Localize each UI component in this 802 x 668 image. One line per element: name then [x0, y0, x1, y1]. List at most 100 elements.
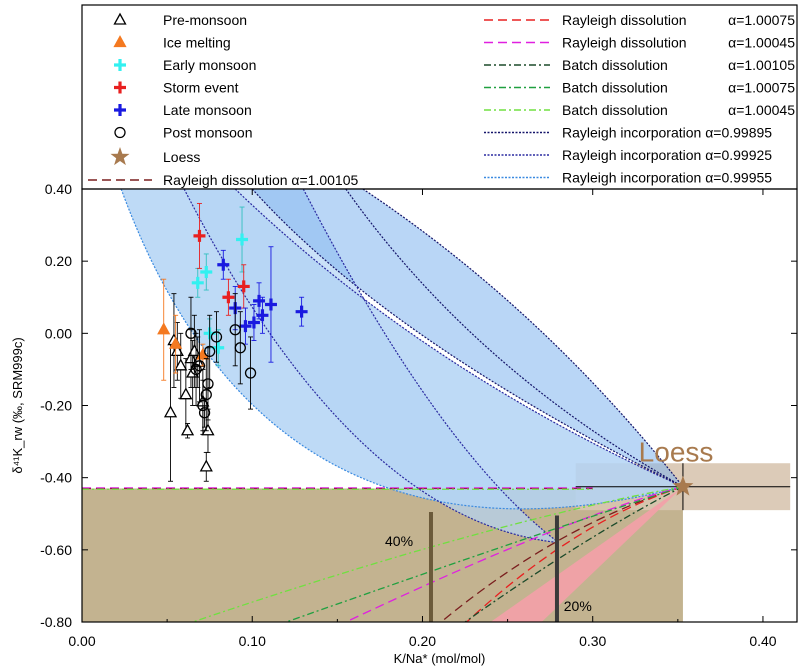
- legend-line-label-1: Rayleigh dissolution: [562, 35, 687, 51]
- data-point: [247, 316, 260, 329]
- data-point: [217, 258, 230, 271]
- data-point: [163, 405, 178, 418]
- data-point: [198, 407, 211, 419]
- data-point: [193, 229, 206, 242]
- data-point: [187, 344, 201, 357]
- series-post-monsoon: [185, 293, 257, 432]
- y-tick-label: -0.60: [40, 542, 72, 558]
- rayleigh-diss-1.00045: [345, 486, 684, 622]
- incorporation-curve-1: [120, 189, 684, 510]
- data-point: [204, 345, 216, 358]
- data-point: [256, 309, 269, 322]
- data-point: [264, 298, 277, 311]
- batch-diss-1.00045: [192, 486, 684, 622]
- y-axis-title: δ⁴¹K_rw (‰, SRM999c): [10, 337, 25, 473]
- data-point: [200, 265, 213, 278]
- series-storm-event: [193, 202, 250, 316]
- data-point: [190, 363, 202, 376]
- incorporation-curve-7: [345, 189, 684, 488]
- annotation-20pct: 20%: [564, 598, 592, 614]
- legend-marker-1: [113, 35, 127, 48]
- legend-frame: [81, 4, 798, 190]
- incorporation-curve-4: [251, 189, 684, 488]
- legend-marker-2: [114, 59, 126, 71]
- data-point: [253, 294, 266, 307]
- y-tick-label: -0.40: [40, 470, 72, 486]
- series-pre-monsoon: [163, 293, 215, 482]
- legend-marker-6: [110, 147, 130, 166]
- incorporation-curve-5: [302, 189, 560, 544]
- batch-diss-1.00105: [464, 486, 684, 622]
- legend-label-2: Early monsoon: [163, 57, 256, 73]
- legend-line-label-3: Batch dissolution: [562, 80, 668, 96]
- data-point: [210, 331, 223, 343]
- legend-marker-3: [114, 81, 126, 94]
- legend-label-3: Storm event: [163, 80, 239, 96]
- x-tick-label: 0.10: [239, 633, 266, 649]
- annotation-loess: Loess: [639, 436, 714, 467]
- data-point: [237, 280, 250, 293]
- data-point: [200, 389, 212, 401]
- plot-content: 40% 20% Loess: [82, 189, 791, 622]
- plot-area: 40% 20% Loess: [82, 189, 791, 622]
- y-tick-label: -0.80: [40, 614, 72, 630]
- data-point: [201, 423, 215, 436]
- y-tick-label: 0.40: [45, 181, 72, 197]
- legend-marker-4: [114, 104, 126, 116]
- legend-line-label-6: Rayleigh incorporation α=0.99925: [562, 147, 772, 163]
- loess-star-point: [672, 475, 694, 496]
- legend-label-bottom: Rayleigh dissolution α=1.00105: [163, 172, 358, 188]
- legend-label-1: Ice melting: [163, 35, 231, 51]
- data-point: [239, 320, 252, 333]
- y-tick-label: 0.00: [45, 325, 72, 341]
- legend-line-alpha-3: α=1.00075: [728, 80, 795, 96]
- legend-label-5: Post monsoon: [163, 125, 253, 141]
- data-point: [191, 276, 204, 289]
- legend-line-alpha-1: α=1.00045: [728, 35, 795, 51]
- x-tick-label: 0.00: [68, 633, 95, 649]
- legend-line-label-7: Rayleigh incorporation α=0.99955: [562, 170, 772, 186]
- series-ice-melting: [157, 278, 210, 381]
- legend-marker-0: [113, 12, 127, 25]
- legend-label-0: Pre-monsoon: [163, 12, 247, 28]
- axes: 0.40 0.20 0.00 -0.20 -0.40 -0.60 -0.80 0.00 0.10…: [10, 181, 798, 666]
- legend-line-label-2: Batch dissolution: [562, 57, 668, 73]
- data-point: [180, 423, 195, 436]
- data-point: [169, 336, 183, 349]
- legend-line-alpha-2: α=1.00105: [728, 57, 795, 73]
- incorporation-band-3: [252, 189, 683, 487]
- rayleigh-diss-1.00075: [466, 486, 684, 622]
- y-tick-label: 0.20: [45, 253, 72, 269]
- legend-label-4: Late monsoon: [163, 102, 252, 118]
- batch-diss-1.00075: [286, 486, 684, 622]
- x-tick-label: 0.20: [409, 633, 436, 649]
- legend-line-label-0: Rayleigh dissolution: [562, 12, 687, 28]
- y-tick-label: -0.20: [40, 398, 72, 414]
- legend-label-6: Loess: [163, 149, 200, 165]
- legend-line-label-5: Rayleigh incorporation α=0.99895: [562, 125, 772, 141]
- incorporation-band-2: [184, 189, 559, 543]
- data-point: [212, 341, 225, 354]
- data-point: [202, 378, 214, 390]
- data-point: [236, 233, 249, 246]
- data-point: [193, 360, 206, 372]
- x-tick-label: 0.40: [749, 633, 776, 649]
- legend-line-alpha-0: α=1.00075: [728, 12, 795, 28]
- incorporation-curve-3: [234, 189, 684, 488]
- data-point: [222, 291, 235, 304]
- data-point: [234, 342, 246, 354]
- data-point: [170, 344, 184, 357]
- data-point: [295, 305, 308, 318]
- incorporation-curve-2: [183, 189, 559, 544]
- tan-region: [82, 488, 683, 622]
- data-point: [244, 367, 257, 379]
- x-axis-title: K/Na* (mol/mol): [394, 651, 486, 666]
- legend-marker-5: [114, 126, 126, 139]
- pink-wedge: [490, 486, 683, 622]
- data-point: [179, 387, 193, 400]
- data-point: [157, 322, 171, 335]
- legend-line-alpha-4: α=1.00045: [728, 102, 795, 118]
- data-point: [174, 358, 188, 371]
